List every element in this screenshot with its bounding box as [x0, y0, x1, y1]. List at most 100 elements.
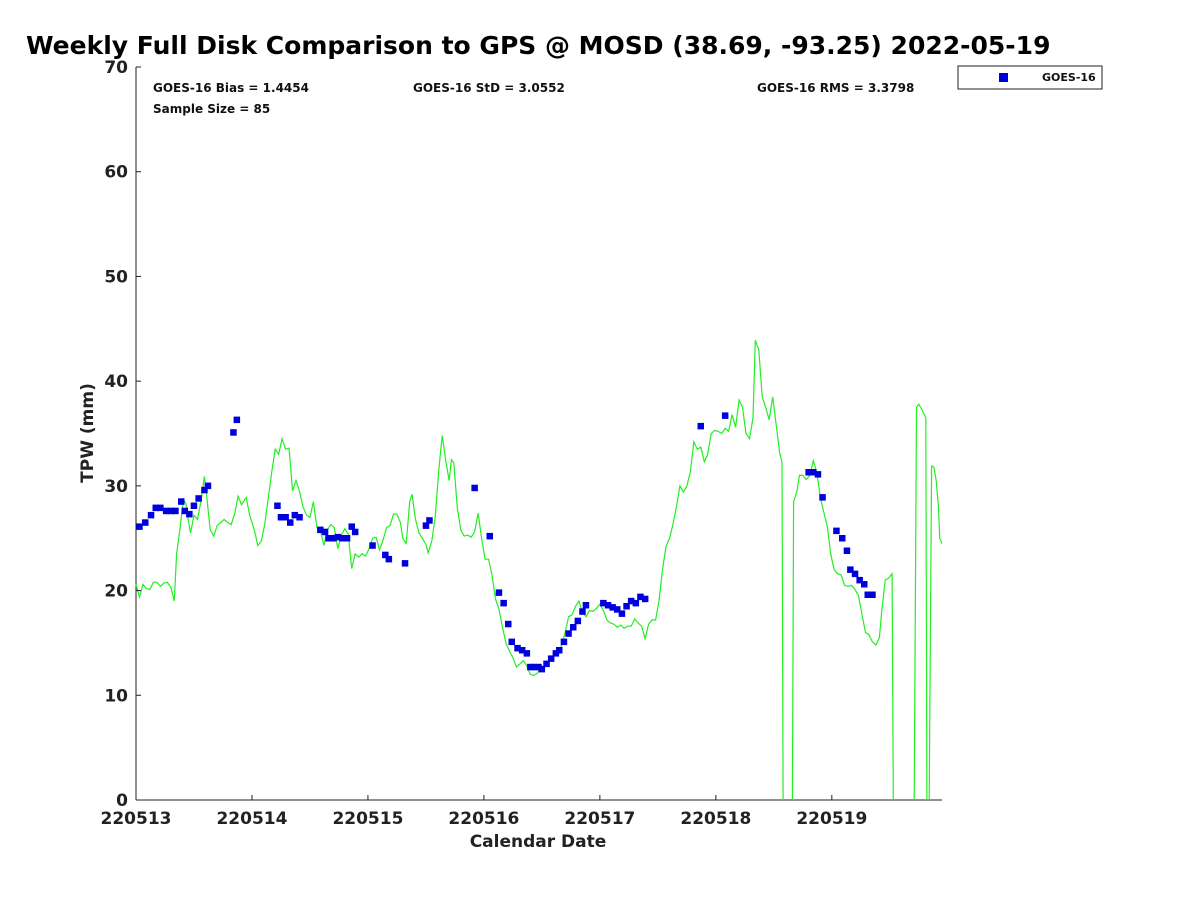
goes-16-point — [508, 638, 515, 646]
goes-16-point — [274, 502, 281, 509]
goes-16-point — [518, 647, 526, 654]
goes-16-series — [136, 412, 876, 673]
goes-16-point — [178, 498, 185, 505]
goes-16-point — [348, 523, 355, 530]
plot-area: 0 10 20 30 40 50 60 70 220513 220514 220515 220516… — [101, 58, 943, 829]
goes-16-point — [839, 535, 846, 542]
goes-16-point — [556, 647, 563, 654]
y-tick-label: 60 — [104, 163, 128, 183]
goes-16-point — [869, 591, 876, 598]
goes-16-point — [552, 650, 560, 657]
chart-title: Weekly Full Disk Comparison to GPS @ MOS… — [26, 31, 1050, 60]
goes-16-point — [181, 507, 188, 515]
x-tick-label: 220515 — [332, 809, 403, 829]
goes-16-point — [527, 663, 534, 671]
goes-16-point — [382, 551, 389, 559]
goes-16-point — [401, 560, 409, 567]
bias-stat: GOES-16 Bias = 1.4454 — [153, 81, 309, 95]
goes-16-point — [623, 603, 630, 610]
goes-16-point — [560, 638, 568, 646]
goes-16-point — [339, 535, 346, 542]
x-axis-ticks: 220513 220514 220515 220516 220517 220518 2205… — [101, 795, 867, 829]
goes-16-point — [861, 581, 868, 588]
goes-16-point — [291, 511, 299, 519]
x-axis-label: Calendar Date — [470, 832, 607, 852]
x-tick-label: 220513 — [101, 809, 172, 829]
goes-16-point — [565, 630, 572, 637]
goes-16-point — [152, 504, 159, 512]
goes-16-point — [847, 566, 854, 573]
goes-16-point — [641, 595, 649, 603]
goes-16-point — [604, 602, 612, 609]
y-tick-label: 30 — [104, 477, 128, 497]
y-tick-label: 40 — [104, 372, 128, 392]
goes-16-point — [287, 519, 294, 526]
goes-16-point — [321, 528, 329, 536]
goes-16-point — [486, 532, 493, 540]
goes-16-point — [582, 602, 590, 609]
goes-16-point — [530, 663, 537, 671]
goes-16-point — [843, 547, 851, 554]
goes-16-point — [864, 591, 871, 598]
goes-16-point — [422, 522, 430, 529]
goes-16-point — [514, 644, 521, 652]
legend-box — [957, 65, 1103, 90]
gps-line-segment — [791, 458, 894, 801]
goes-16-point — [833, 527, 840, 535]
goes-16-point — [856, 576, 863, 584]
goes-16-point — [282, 514, 289, 521]
x-tick-label: 220514 — [216, 809, 287, 829]
goes-16-point — [369, 542, 376, 549]
y-tick-label: 10 — [104, 686, 128, 706]
y-tick-label: 70 — [104, 58, 128, 78]
y-tick-label: 0 — [116, 791, 128, 811]
y-tick-label: 50 — [104, 267, 128, 287]
goes-16-point — [147, 511, 155, 519]
goes-16-point — [142, 519, 149, 526]
goes-16-point — [296, 514, 303, 521]
goes-16-point — [329, 535, 337, 542]
goes-16-point — [637, 593, 644, 601]
goes-16-point — [190, 502, 198, 509]
goes-16-point — [136, 523, 143, 530]
legend: GOES-16 — [957, 65, 1103, 90]
goes-16-point — [343, 535, 351, 542]
goes-16-point — [233, 416, 241, 424]
goes-16-point — [325, 535, 332, 542]
goes-16-point — [819, 494, 826, 501]
goes-16-point — [574, 617, 582, 625]
goes-16-point — [317, 526, 324, 534]
gps-line-series — [135, 340, 943, 801]
goes-16-point — [500, 599, 507, 607]
goes-16-point — [535, 663, 542, 671]
goes-16-point — [277, 514, 285, 521]
goes-16-point — [471, 484, 478, 492]
goes-16-point — [505, 620, 512, 628]
goes-16-point — [201, 486, 208, 494]
goes-16-point — [632, 599, 640, 607]
goes-16-point — [600, 599, 607, 607]
goes-16-point — [538, 665, 546, 673]
goes-16-point — [851, 570, 859, 578]
y-axis-label: TPW (mm) — [78, 383, 98, 483]
goes-16-point — [805, 469, 812, 476]
goes-16-point — [721, 412, 729, 419]
x-tick-label: 220519 — [796, 809, 867, 829]
goes-16-point — [697, 422, 704, 430]
gps-line-segment — [135, 340, 784, 801]
goes-16-point — [186, 510, 193, 518]
goes-16-point — [157, 504, 164, 512]
goes-16-point — [334, 533, 341, 541]
goes-16-point — [167, 507, 174, 515]
std-stat: GOES-16 StD = 3.0552 — [413, 81, 565, 95]
goes-16-point — [614, 606, 621, 613]
goes-16-point — [162, 507, 170, 515]
goes-16-point — [547, 655, 555, 662]
goes-16-point — [385, 555, 393, 563]
goes-16-point — [351, 528, 359, 536]
legend-marker — [999, 73, 1008, 82]
sample-size-stat: Sample Size = 85 — [153, 102, 270, 116]
goes-16-point — [810, 469, 817, 476]
goes-16-point — [814, 471, 822, 478]
goes-16-point — [543, 660, 550, 668]
